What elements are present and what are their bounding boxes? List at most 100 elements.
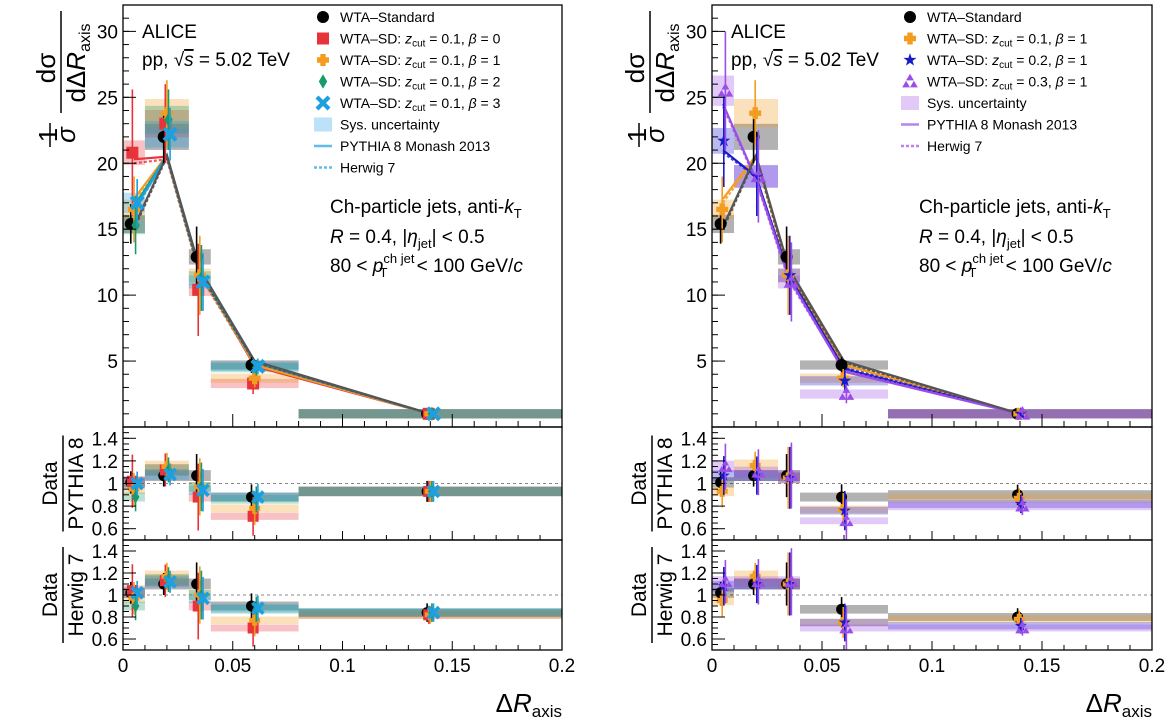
legend-label: WTA–Standard xyxy=(340,9,435,25)
data-point xyxy=(1015,498,1030,512)
x-tick-label: 0.05 xyxy=(214,656,251,677)
data-point xyxy=(1014,406,1028,420)
system-label: pp, √s = 5.02 TeV xyxy=(142,50,290,71)
data-point xyxy=(783,268,797,281)
pad-main: 5 10 15 20 25 30 xyxy=(686,4,1153,428)
data-point xyxy=(129,195,145,211)
legend-marker xyxy=(902,73,918,88)
annotation-line: R = 0.4, |ηjet| < 0.5 xyxy=(330,227,485,251)
data-point xyxy=(839,620,854,634)
ylabel-one: 1 xyxy=(622,128,652,142)
data-point xyxy=(247,510,259,522)
data-point xyxy=(426,605,441,620)
system-label: pp, √s = 5.02 TeV xyxy=(731,50,879,71)
data-point xyxy=(718,459,733,472)
data-point xyxy=(192,491,204,503)
x-tick-label: 0.15 xyxy=(434,656,471,677)
x-axis-label: ΔRaxis xyxy=(496,688,562,717)
data-point xyxy=(835,359,848,372)
y-tick-label: 1.2 xyxy=(92,452,118,473)
y-tick-label: 5 xyxy=(107,352,118,373)
legend: WTA–Standard WTA–SD: zcut = 0.1, β = 0 WTA… xyxy=(314,9,501,176)
legend-label: PYTHIA 8 Monash 2013 xyxy=(340,138,490,154)
y-tick-label: 1.4 xyxy=(92,429,119,450)
ratio-ylabel-num: Data xyxy=(39,461,62,506)
annotation-line: 80 < pch jet T < 100 GeV/c xyxy=(919,251,1112,280)
legend-marker xyxy=(317,11,329,23)
data-point xyxy=(164,112,173,127)
x-tick-label: 0 xyxy=(118,656,129,677)
data-point xyxy=(716,485,728,497)
data-point xyxy=(838,616,851,628)
ratio-ylabel: Data PYTHIA 8 xyxy=(628,435,677,532)
data-point xyxy=(126,146,139,159)
y-tick-label: 1.2 xyxy=(92,564,118,585)
sys-box xyxy=(712,75,734,106)
data-point xyxy=(162,126,178,142)
data-point xyxy=(783,274,800,288)
x-tick-label: 0.2 xyxy=(549,656,575,677)
ylabel-one: 1 xyxy=(33,128,63,142)
data-point xyxy=(1015,620,1030,634)
x-tick-label: 0 xyxy=(707,656,718,677)
ylabel-sigma: σ xyxy=(640,126,670,143)
legend-label: Sys. uncertainty xyxy=(927,95,1027,111)
data-point xyxy=(717,469,730,481)
x-axis-label: ΔRaxis xyxy=(1086,688,1152,717)
ratio-ylabel-num: Data xyxy=(628,573,651,618)
legend-marker xyxy=(904,32,916,45)
data-point xyxy=(716,595,728,606)
data-point xyxy=(248,372,261,385)
ratio-ylabel-num: Data xyxy=(628,461,651,506)
data-point xyxy=(838,386,855,400)
data-point xyxy=(426,406,441,422)
data-point xyxy=(195,274,211,290)
x-tick-label: 0.1 xyxy=(919,656,945,677)
y-tick-label: 1.2 xyxy=(681,452,707,473)
ratio-ylabel: Data Herwig 7 xyxy=(628,547,677,643)
legend-marker xyxy=(315,95,331,111)
data-point xyxy=(249,502,261,514)
data-point xyxy=(783,471,796,483)
ylabel-dsigma: dσ xyxy=(620,53,650,84)
legend-label: PYTHIA 8 Monash 2013 xyxy=(927,117,1077,133)
y-tick-label: 1.4 xyxy=(681,429,708,450)
y-tick-label: 1.4 xyxy=(681,542,708,563)
experiment-label: ALICE xyxy=(142,22,197,43)
y-tick-label: 1 xyxy=(107,475,118,496)
y-tick-label: 1 xyxy=(696,475,707,496)
data-point xyxy=(130,476,145,491)
ratio-ylabel-num: Data xyxy=(39,573,62,618)
data-point xyxy=(784,574,799,588)
data-point xyxy=(838,504,851,516)
data-point xyxy=(750,169,764,183)
legend-marker xyxy=(317,54,329,66)
data-point xyxy=(426,484,441,499)
y-tick-label: 30 xyxy=(686,22,707,43)
y-tick-label: 20 xyxy=(97,154,118,175)
annotation-line: Ch-particle jets, anti-kT xyxy=(919,197,1111,221)
legend-label: WTA–SD: zcut = 0.1, β = 3 xyxy=(340,95,501,114)
experiment-label: ALICE xyxy=(731,22,786,43)
ratio-ylabel: Data Herwig 7 xyxy=(39,547,88,643)
y-tick-label: 0.8 xyxy=(92,497,118,518)
data-point xyxy=(251,490,265,504)
ylabel-ddr: dΔRaxis xyxy=(650,23,683,102)
legend-label: Sys. uncertainty xyxy=(340,117,440,133)
ylabel-sigma: σ xyxy=(51,126,81,143)
legend-swatch xyxy=(314,117,332,132)
data-point xyxy=(714,217,727,230)
data-point xyxy=(251,601,265,616)
legend-label: WTA–SD: zcut = 0.1, β = 1 xyxy=(340,52,501,71)
data-point xyxy=(247,622,259,634)
y-tick-label: 0.8 xyxy=(681,608,707,629)
y-tick-label: 0.6 xyxy=(681,630,707,651)
legend-label: WTA–SD: zcut = 0.1, β = 1 xyxy=(927,31,1088,50)
data-point xyxy=(163,574,177,589)
